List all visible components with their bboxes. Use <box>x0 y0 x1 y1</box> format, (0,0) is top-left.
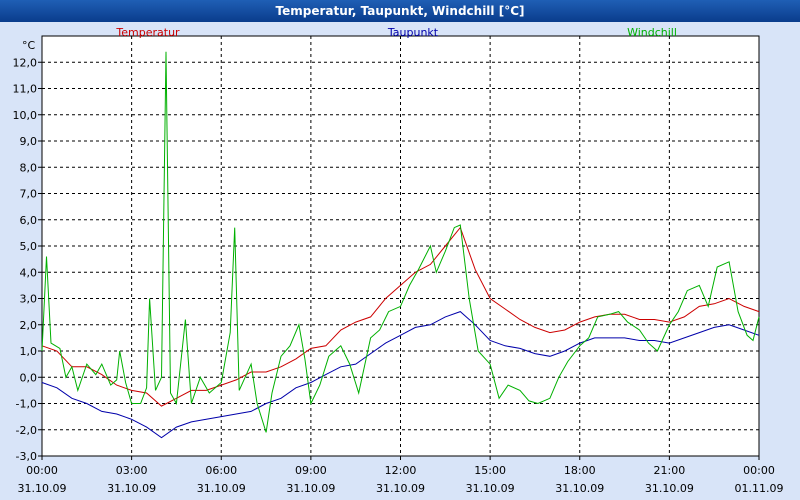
x-tick-time: 15:00 <box>474 464 506 477</box>
x-tick-time: 06:00 <box>205 464 237 477</box>
y-tick-label: 4,0 <box>20 266 38 279</box>
x-tick-time: 03:00 <box>116 464 148 477</box>
series-line-windchill <box>41 51 760 433</box>
x-tick-date: 31.10.09 <box>18 482 67 495</box>
x-tick-time: 21:00 <box>654 464 686 477</box>
x-tick-date: 31.10.09 <box>376 482 425 495</box>
x-tick-date: 01.11.09 <box>735 482 784 495</box>
legend: Temperatur Taupunkt Windchill <box>115 26 677 39</box>
x-tick-time: 18:00 <box>564 464 596 477</box>
series-line-temperatur <box>41 226 760 407</box>
x-tick-time: 09:00 <box>295 464 327 477</box>
chart: -3,0 -2,0 -1,0 0,0 1,0 2,0 3,0 4,0 5,0 6,0 7,0 8,0 9… <box>13 26 784 495</box>
x-tick-date: 31.10.09 <box>645 482 694 495</box>
y-tick-label: 11,0 <box>13 83 38 96</box>
legend-windchill: Windchill <box>627 26 677 39</box>
y-tick-label: 8,0 <box>20 161 38 174</box>
series-lines <box>41 51 760 439</box>
legend-temperatur: Temperatur <box>115 26 180 39</box>
y-tick-label: 3,0 <box>20 293 38 306</box>
y-tick-label: 10,0 <box>13 109 38 122</box>
x-tick-time: 12:00 <box>385 464 417 477</box>
y-tick-label: -3,0 <box>16 450 37 463</box>
y-tick-label: 9,0 <box>20 135 38 148</box>
y-tick-label: 2,0 <box>20 319 38 332</box>
window-title: Temperatur, Taupunkt, Windchill [°C] <box>0 0 800 22</box>
y-tick-label: 6,0 <box>20 214 38 227</box>
y-tick-label: 7,0 <box>20 188 38 201</box>
y-axis: -3,0 -2,0 -1,0 0,0 1,0 2,0 3,0 4,0 5,0 6,0 7,0 8,0 9… <box>13 56 42 463</box>
x-tick-date: 31.10.09 <box>286 482 335 495</box>
grid <box>42 36 759 456</box>
legend-taupunkt: Taupunkt <box>387 26 439 39</box>
y-tick-label: -1,0 <box>16 398 37 411</box>
y-tick-label: 1,0 <box>20 345 38 358</box>
y-tick-label: 5,0 <box>20 240 38 253</box>
y-tick-label: -2,0 <box>16 424 37 437</box>
series-line-taupunkt <box>41 311 760 439</box>
x-tick-date: 31.10.09 <box>555 482 604 495</box>
x-axis: 00:00 31.10.09 03:00 31.10.09 06:00 31.10.09 0… <box>18 456 784 495</box>
y-axis-unit: °C <box>22 39 36 52</box>
x-tick-time: 00:00 <box>26 464 58 477</box>
y-tick-label: 0,0 <box>20 371 38 384</box>
x-tick-date: 31.10.09 <box>466 482 515 495</box>
x-tick-time: 00:00 <box>743 464 775 477</box>
y-tick-label: 12,0 <box>13 56 38 69</box>
x-tick-date: 31.10.09 <box>107 482 156 495</box>
x-tick-date: 31.10.09 <box>197 482 246 495</box>
